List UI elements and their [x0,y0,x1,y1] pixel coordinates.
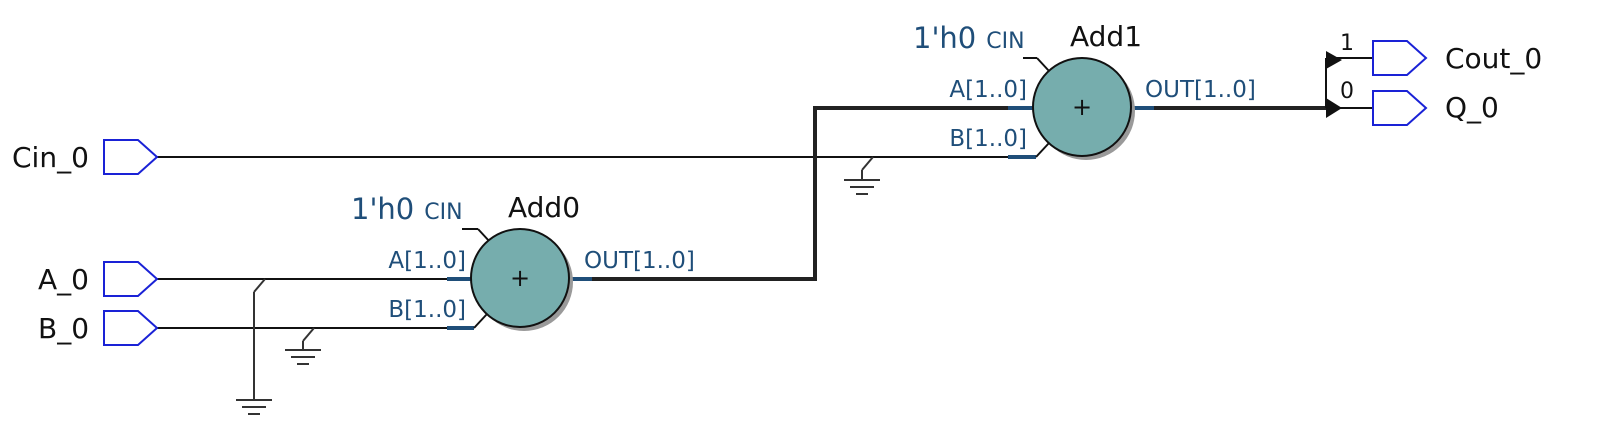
ground-symbol-cin [844,156,880,195]
pin-label-cin: Cin_0 [12,141,89,174]
split-bit-1: 1 [1340,31,1354,56]
output-pin-cout[interactable]: Cout_0 [1372,40,1542,76]
pin-icon [103,261,159,297]
port-b-label: B[1..0] [388,297,466,323]
pin-label-b: B_0 [38,312,89,345]
pin-icon [1372,90,1428,126]
port-a-label: A[1..0] [388,248,466,274]
splitter-arrow-0 [1326,98,1342,118]
output-pin-q[interactable]: Q_0 [1372,90,1499,126]
port-out-label: OUT[1..0] [1145,77,1256,103]
split-bit-0: 0 [1340,79,1354,104]
adder-body [1032,57,1132,157]
pin-icon [103,139,159,175]
port-a-label: A[1..0] [949,77,1027,103]
port-out-label: OUT[1..0] [584,248,695,274]
adder-name: Add1 [1070,20,1142,53]
adder-body [470,228,570,328]
pin-icon [103,310,159,346]
bus-add0-to-add1 [578,106,1040,281]
pin-label-a: A_0 [38,263,89,296]
pin-label-cout: Cout_0 [1445,42,1542,75]
splitter-arrow-1 [1326,51,1342,69]
port-b-label: B[1..0] [949,126,1027,152]
adder-add0[interactable]: + Add0 1'h0 CIN A[1..0] B[1..0] OUT[1..0] [351,191,695,331]
pin-icon [1372,40,1428,76]
input-pin-a[interactable]: A_0 [38,261,159,297]
ground-symbol-b [285,327,321,365]
input-pin-cin[interactable]: Cin_0 [12,139,159,175]
adder-operator: + [510,264,530,292]
pin-label-q: Q_0 [1445,91,1499,124]
cin-constant-label: 1'h0 CIN [351,192,463,226]
cin-leader-add1-diag [1036,57,1050,72]
bus-splitter: 1 0 [1325,31,1373,118]
add1-b-diag [1035,142,1050,158]
cin-constant-label: 1'h0 CIN [913,21,1025,55]
input-pin-b[interactable]: B_0 [38,310,159,346]
adder-name: Add0 [508,191,580,224]
ground-symbol-a [236,278,272,415]
add0-b-diag [473,313,488,329]
adder-operator: + [1072,93,1092,121]
adder-add1[interactable]: + Add1 1'h0 CIN A[1..0] B[1..0] OUT[1..0] [913,20,1256,160]
